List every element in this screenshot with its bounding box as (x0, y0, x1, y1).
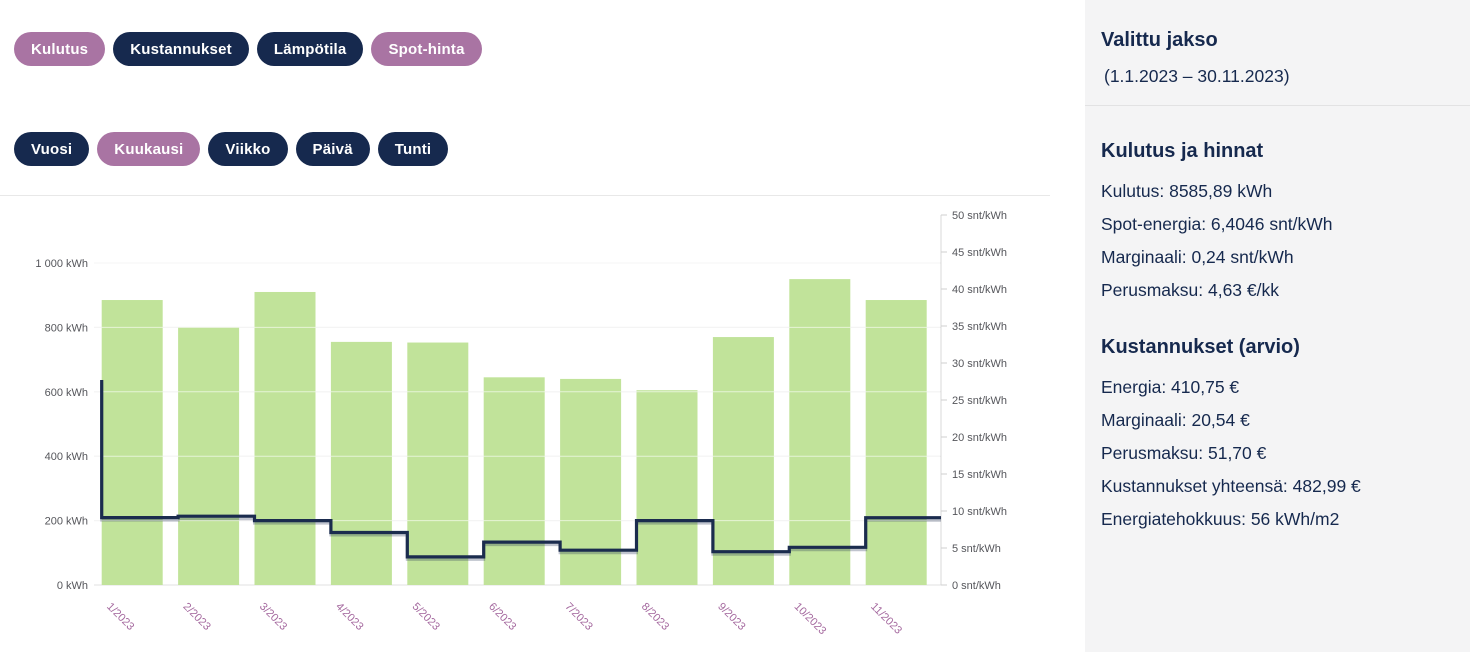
stat-row: Perusmaksu: 51,70 € (1101, 443, 1267, 463)
stat-row: Marginaali: 0,24 snt/kWh (1101, 247, 1294, 267)
consumption-prices-title: Kulutus ja hinnat (1101, 140, 1264, 162)
series-filter-group: Kulutus Kustannukset Lämpötila Spot-hinta (14, 32, 482, 66)
x-axis-label: 2/2023 (180, 601, 212, 633)
x-axis-label: 1/2023 (104, 601, 136, 633)
x-axis-label: 6/2023 (486, 601, 518, 633)
y-axis-label-left: 400 kWh (45, 451, 88, 463)
stat-row: Kulutus: 8585,89 kWh (1101, 181, 1273, 201)
y-axis-label-right: 5 snt/kWh (952, 543, 1001, 555)
x-axis-label: 9/2023 (715, 601, 747, 633)
y-axis-label-left: 0 kWh (57, 580, 88, 592)
y-axis-label-right: 30 snt/kWh (952, 358, 1007, 370)
y-axis-label-right: 0 snt/kWh (952, 580, 1001, 592)
selected-period-title: Valittu jakso (1101, 29, 1218, 51)
stat-row: Spot-energia: 6,4046 snt/kWh (1101, 214, 1333, 234)
chart-panel: Kulutus Kustannukset Lämpötila Spot-hinta V… (0, 32, 1050, 638)
series-button-lampotila[interactable]: Lämpötila (256, 32, 364, 66)
consumption-spot-chart: 0 kWh 200 kWh 400 kWh 600 kWh 800 kWh 1 000 k… (35, 210, 1007, 638)
y-axis-label-left: 600 kWh (45, 387, 88, 399)
consumption-bar-1-2023[interactable] (101, 300, 163, 585)
x-axis-label: 8/2023 (639, 601, 671, 633)
period-button-tunti[interactable]: Tunti (377, 132, 449, 166)
costs-title: Kustannukset (arvio) (1101, 336, 1300, 358)
stat-row: Marginaali: 20,54 € (1101, 410, 1250, 430)
consumption-prices-stats: Kulutus: 8585,89 kWh Spot-energia: 6,4046… (1101, 175, 1450, 307)
series-button-kustannukset[interactable]: Kustannukset (113, 32, 249, 66)
summary-sidebar: Valittu jakso (1.1.2023 – 30.11.2023) Ku… (1085, 0, 1470, 652)
consumption-bar-11-2023[interactable] (865, 300, 927, 585)
selected-period-range: (1.1.2023 – 30.11.2023) (1104, 66, 1290, 86)
y-axis-label-left: 800 kWh (45, 322, 88, 334)
series-button-kulutus[interactable]: Kulutus (14, 32, 106, 66)
consumption-bar-6-2023[interactable] (483, 377, 545, 585)
x-axis-label: 4/2023 (333, 601, 365, 633)
y-axis-label-left: 1 000 kWh (35, 258, 88, 270)
stat-row: Kustannukset yhteensä: 482,99 € (1101, 476, 1361, 496)
y-axis-label-right: 25 snt/kWh (952, 395, 1007, 407)
period-button-paiva[interactable]: Päivä (295, 132, 370, 166)
stat-row: Energia: 410,75 € (1101, 377, 1240, 397)
stat-row: Perusmaksu: 4,63 €/kk (1101, 280, 1279, 300)
y-axis-label-right: 40 snt/kWh (952, 284, 1007, 296)
x-axis-label: 7/2023 (562, 601, 594, 633)
series-button-spot-hinta[interactable]: Spot-hinta (371, 32, 482, 66)
y-axis-label-left: 200 kWh (45, 516, 88, 528)
x-axis-label: 3/2023 (257, 601, 289, 633)
consumption-bar-9-2023[interactable] (712, 337, 774, 585)
y-axis-label-right: 20 snt/kWh (952, 432, 1007, 444)
period-button-viikko[interactable]: Viikko (208, 132, 288, 166)
spot-price-line[interactable] (100, 380, 941, 559)
y-axis-label-right: 15 snt/kWh (952, 469, 1007, 481)
consumption-bar-10-2023[interactable] (789, 279, 851, 585)
stat-row: Energiatehokkuus: 56 kWh/m2 (1101, 509, 1340, 529)
period-filter-group: Vuosi Kuukausi Viikko Päivä Tunti (14, 132, 449, 166)
x-axis-label: 5/2023 (410, 601, 442, 633)
y-axis-label-right: 10 snt/kWh (952, 506, 1007, 518)
costs-stats: Energia: 410,75 € Marginaali: 20,54 € Peru… (1101, 371, 1450, 536)
consumption-bar-3-2023[interactable] (254, 291, 316, 585)
consumption-bar-5-2023[interactable] (407, 342, 469, 585)
divider (1085, 105, 1470, 106)
y-axis-label-right: 35 snt/kWh (952, 321, 1007, 333)
period-button-kuukausi[interactable]: Kuukausi (97, 132, 201, 166)
y-axis-label-right: 45 snt/kWh (952, 247, 1007, 259)
x-axis-label: 11/2023 (868, 601, 904, 637)
consumption-bar-8-2023[interactable] (636, 390, 698, 585)
period-button-vuosi[interactable]: Vuosi (14, 132, 90, 166)
x-axis-label: 10/2023 (792, 601, 829, 638)
y-axis-label-right: 50 snt/kWh (952, 210, 1007, 222)
consumption-bar-4-2023[interactable] (330, 341, 392, 585)
divider (0, 195, 1050, 196)
